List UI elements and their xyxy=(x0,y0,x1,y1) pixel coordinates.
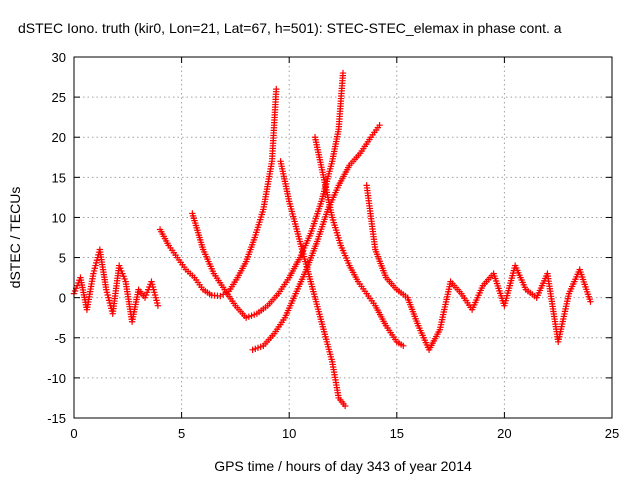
x-tick-label: 5 xyxy=(178,426,185,441)
data-marks xyxy=(70,69,594,410)
y-tick-label: -10 xyxy=(47,371,66,386)
x-tick-label: 10 xyxy=(282,426,296,441)
y-axis-label: dSTEC / TECUs xyxy=(7,187,23,289)
data-point xyxy=(341,402,349,410)
y-tick-label: 0 xyxy=(59,291,66,306)
y-axis: -15 -10 -5 0 5 10 15 20 25 30 xyxy=(47,50,612,426)
y-tick-label: 25 xyxy=(52,90,66,105)
data-point xyxy=(339,69,347,77)
data-point xyxy=(217,292,224,300)
x-tick-label: 0 xyxy=(70,426,77,441)
y-tick-label: 20 xyxy=(52,130,66,145)
grid-lines xyxy=(74,57,612,418)
chart-title: dSTEC Iono. truth (kir0, Lon=21, Lat=67,… xyxy=(18,20,562,36)
data-point xyxy=(376,121,383,129)
y-tick-label: 5 xyxy=(59,251,66,266)
x-tick-label: 20 xyxy=(497,426,511,441)
x-tick-label: 15 xyxy=(390,426,404,441)
y-tick-label: -15 xyxy=(47,411,66,426)
y-tick-label: -5 xyxy=(54,331,66,346)
x-axis: 0 5 10 15 20 25 xyxy=(70,57,619,441)
data-point xyxy=(273,85,280,93)
data-point xyxy=(400,342,407,349)
plot-frame xyxy=(73,56,613,419)
y-tick-label: 10 xyxy=(52,210,66,225)
data-point xyxy=(587,298,594,305)
data-point xyxy=(154,302,162,309)
x-axis-label: GPS time / hours of day 343 of year 2014 xyxy=(214,458,472,474)
x-tick-label: 25 xyxy=(605,426,619,441)
y-tick-label: 30 xyxy=(52,50,66,65)
y-tick-label: 15 xyxy=(52,170,66,185)
